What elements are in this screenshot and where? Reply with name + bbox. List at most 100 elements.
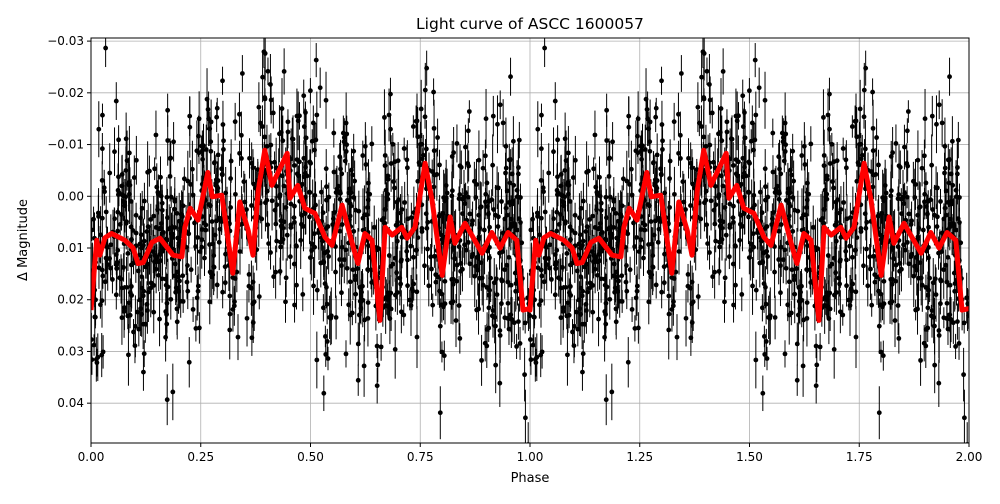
point-marker (510, 172, 515, 177)
data-point (747, 149, 752, 177)
data-point (675, 314, 680, 360)
point-marker (577, 215, 582, 220)
data-point (278, 258, 283, 286)
point-marker (893, 318, 898, 323)
data-point (442, 341, 447, 371)
point-marker (896, 336, 901, 341)
point-marker (409, 303, 414, 308)
point-marker (740, 156, 745, 161)
data-point (375, 368, 380, 404)
data-point (937, 308, 942, 363)
point-marker (695, 105, 700, 110)
point-marker (733, 244, 738, 249)
point-marker (790, 149, 795, 154)
point-marker (299, 213, 304, 218)
point-marker (435, 135, 440, 140)
point-marker (351, 149, 356, 154)
point-marker (216, 152, 221, 157)
point-marker (402, 200, 407, 205)
point-marker (452, 256, 457, 261)
point-marker (701, 95, 706, 100)
point-marker (763, 166, 768, 171)
point-marker (585, 290, 590, 295)
point-marker (581, 239, 586, 244)
point-marker (925, 305, 930, 310)
point-marker (843, 157, 848, 162)
point-marker (572, 324, 577, 329)
point-marker (89, 228, 94, 233)
point-marker (259, 217, 264, 222)
point-marker (645, 116, 650, 121)
point-marker (249, 203, 254, 208)
point-marker (870, 90, 875, 95)
point-marker (541, 189, 546, 194)
point-marker (107, 171, 112, 176)
point-marker (288, 225, 293, 230)
point-marker (197, 116, 202, 121)
point-marker (429, 267, 434, 272)
point-marker (698, 217, 703, 222)
data-point (477, 130, 482, 189)
point-marker (108, 266, 113, 271)
point-marker (362, 213, 367, 218)
point-marker (734, 114, 739, 119)
point-marker (163, 335, 168, 340)
point-marker (654, 186, 659, 191)
data-point (170, 364, 175, 421)
data-point (546, 143, 551, 202)
point-marker (607, 226, 612, 231)
point-marker (962, 415, 967, 420)
data-point (257, 284, 262, 310)
point-marker (325, 302, 330, 307)
point-marker (326, 254, 331, 259)
point-marker (365, 205, 370, 210)
point-marker (298, 238, 303, 243)
point-marker (848, 303, 853, 308)
point-marker (180, 273, 185, 278)
data-point (850, 115, 855, 137)
data-point (334, 296, 339, 340)
point-marker (146, 290, 151, 295)
point-marker (787, 279, 792, 284)
point-marker (257, 294, 262, 299)
data-point (916, 130, 921, 189)
point-marker (450, 188, 455, 193)
data-point (107, 143, 112, 202)
point-marker (247, 272, 252, 277)
point-marker (749, 242, 754, 247)
data-point (466, 118, 471, 143)
point-marker (686, 156, 691, 161)
point-marker (833, 270, 838, 275)
point-marker (405, 258, 410, 263)
point-marker (578, 232, 583, 237)
point-marker (508, 157, 513, 162)
point-marker (500, 279, 505, 284)
point-marker (850, 124, 855, 129)
point-marker (727, 225, 732, 230)
data-point (308, 149, 313, 177)
point-marker (871, 148, 876, 153)
point-marker (543, 210, 548, 215)
point-marker (841, 146, 846, 151)
data-point (868, 238, 873, 300)
point-marker (672, 192, 677, 197)
point-marker (551, 149, 556, 154)
point-marker (501, 120, 506, 125)
point-marker (415, 134, 420, 139)
point-marker (760, 305, 765, 310)
data-point (814, 347, 819, 382)
data-point (326, 347, 331, 370)
point-marker (438, 410, 443, 415)
point-marker (331, 131, 336, 136)
point-marker (547, 266, 552, 271)
point-marker (350, 311, 355, 316)
point-marker (151, 310, 156, 315)
point-marker (127, 151, 132, 156)
data-point (565, 324, 570, 386)
point-marker (430, 303, 435, 308)
point-marker (304, 135, 309, 140)
data-point (324, 72, 329, 129)
point-marker (375, 362, 380, 367)
point-marker (139, 232, 144, 237)
point-marker (783, 351, 788, 356)
